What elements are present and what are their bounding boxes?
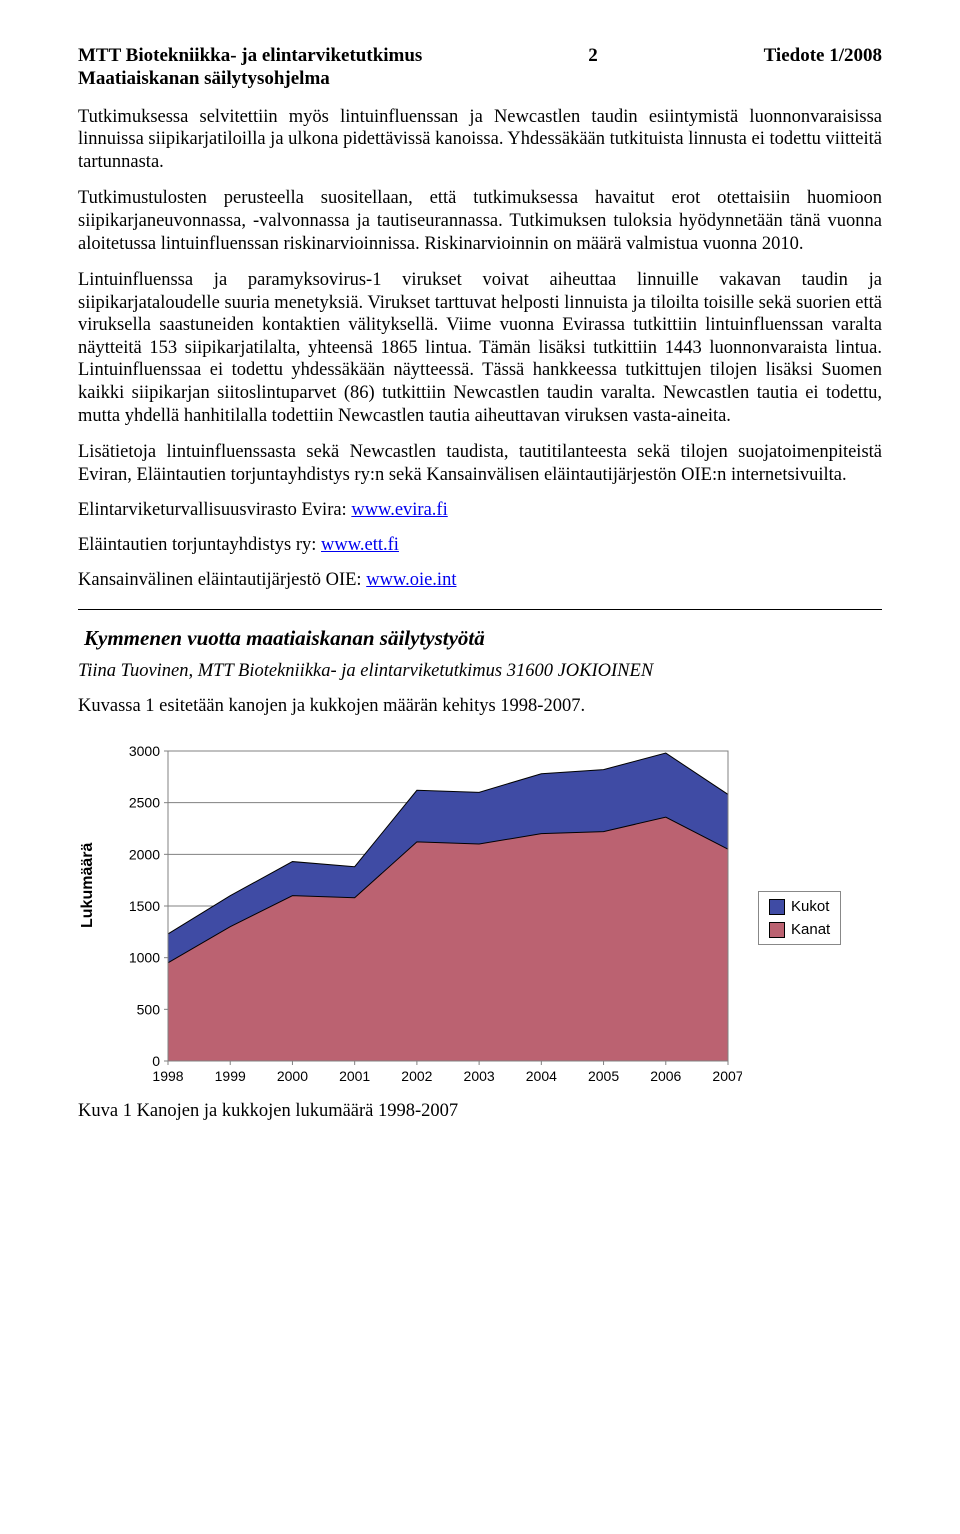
header-issue: Tiedote 1/2008 (764, 44, 882, 68)
svg-text:2004: 2004 (526, 1068, 557, 1084)
area-chart: 0 500 1000 1500 2000 2500 3000 1998 1999 2000 2001… (114, 741, 742, 1095)
legend-item-kanat: Kanat (769, 921, 830, 938)
legend-swatch (769, 899, 785, 915)
legend-label: Kukot (791, 898, 829, 915)
svg-text:500: 500 (137, 1002, 161, 1018)
svg-text:0: 0 (152, 1053, 160, 1069)
page-header: MTT Biotekniikka- ja elintarviketutkimus… (78, 44, 882, 68)
header-program: Maatiaiskanan säilytysohjelma (78, 68, 882, 90)
svg-text:2005: 2005 (588, 1068, 619, 1084)
svg-text:1000: 1000 (129, 950, 160, 966)
svg-text:2002: 2002 (401, 1068, 432, 1084)
paragraph: Tutkimustulosten perusteella suositellaa… (78, 187, 882, 255)
svg-text:2000: 2000 (129, 847, 160, 863)
svg-text:1998: 1998 (152, 1068, 183, 1084)
chart-legend: Kukot Kanat (758, 891, 841, 945)
svg-text:2003: 2003 (464, 1068, 495, 1084)
link-ett[interactable]: www.ett.fi (321, 535, 399, 555)
paragraph: Lisätietoja lintuinfluenssasta sekä Newc… (78, 441, 882, 486)
link-line-oie: Kansainvälinen eläintautijärjestö OIE: w… (78, 570, 882, 591)
link-prefix: Kansainvälinen eläintautijärjestö OIE: (78, 570, 366, 590)
header-org: MTT Biotekniikka- ja elintarviketutkimus (78, 44, 422, 68)
svg-text:2006: 2006 (650, 1068, 681, 1084)
section-byline: Tiina Tuovinen, MTT Biotekniikka- ja eli… (78, 661, 882, 682)
paragraph: Lintuinfluenssa ja paramyksovirus-1 viru… (78, 269, 882, 427)
svg-text:3000: 3000 (129, 743, 160, 759)
paragraph: Tutkimuksessa selvitettiin myös lintuinf… (78, 106, 882, 174)
link-prefix: Elintarviketurvallisuusvirasto Evira: (78, 500, 351, 520)
svg-text:2500: 2500 (129, 795, 160, 811)
section-intro: Kuvassa 1 esitetään kanojen ja kukkojen … (78, 696, 882, 717)
header-page-number: 2 (573, 44, 613, 68)
link-evira[interactable]: www.evira.fi (351, 500, 447, 520)
divider (78, 609, 882, 610)
figure-caption: Kuva 1 Kanojen ja kukkojen lukumäärä 199… (78, 1101, 882, 1122)
svg-text:2000: 2000 (277, 1068, 308, 1084)
section-title: Kymmenen vuotta maatiaiskanan säilytysty… (78, 626, 882, 651)
link-prefix: Eläintautien torjuntayhdistys ry: (78, 535, 321, 555)
svg-text:2007: 2007 (712, 1068, 742, 1084)
link-oie[interactable]: www.oie.int (366, 570, 456, 590)
chart-container: Lukumäärä 0 500 1000 1500 2000 2500 3000 1998 19… (78, 741, 882, 1095)
svg-text:1999: 1999 (215, 1068, 246, 1084)
chart-ylabel-wrap: Lukumäärä (78, 909, 98, 927)
svg-text:1500: 1500 (129, 898, 160, 914)
document-page: MTT Biotekniikka- ja elintarviketutkimus… (0, 0, 960, 1162)
svg-text:2001: 2001 (339, 1068, 370, 1084)
legend-label: Kanat (791, 921, 830, 938)
legend-swatch (769, 922, 785, 938)
legend-item-kukot: Kukot (769, 898, 830, 915)
link-line-evira: Elintarviketurvallisuusvirasto Evira: ww… (78, 500, 882, 521)
chart-ylabel: Lukumäärä (79, 908, 97, 928)
link-line-ett: Eläintautien torjuntayhdistys ry: www.et… (78, 535, 882, 556)
